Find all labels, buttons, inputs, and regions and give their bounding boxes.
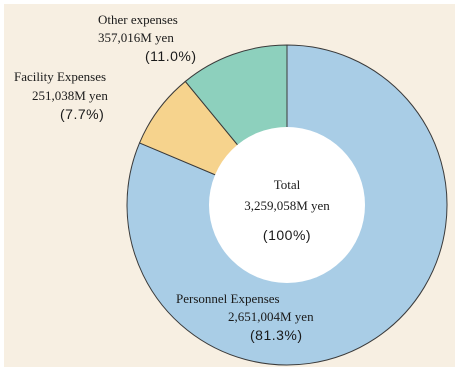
slice-value-facility: 251,038M yen — [32, 88, 108, 103]
slice-value-personnel: 2,651,004M yen — [228, 309, 314, 324]
center-total-block: Total 3,259,058M yen (100%) — [209, 176, 365, 244]
donut-hole — [209, 127, 365, 283]
slice-percent-facility: (7.7%) — [60, 106, 105, 122]
label-facility: Facility Expenses — [14, 68, 106, 85]
label-facility-value: 251,038M yen — [32, 87, 108, 104]
slice-label-facility: Facility Expenses — [14, 69, 107, 84]
label-other-value: 357,016M yen — [98, 29, 174, 46]
label-personnel-value: 2,651,004M yen — [228, 308, 314, 325]
label-facility-percent: (7.7%) — [60, 106, 104, 123]
slice-label-other: Other expenses — [98, 12, 178, 27]
label-personnel-percent: (81.3%) — [250, 327, 303, 344]
label-personnel: Personnel Expenses — [176, 290, 280, 307]
label-other-percent: (11.0%) — [145, 48, 196, 65]
label-other-expenses: Other expenses — [98, 11, 178, 28]
center-total-percent: (100%) — [262, 227, 312, 243]
slice-value-other: 357,016M yen — [98, 30, 174, 45]
center-total-label: Total — [273, 177, 301, 192]
slice-percent-personnel: (81.3%) — [250, 327, 303, 343]
center-total-value: 3,259,058M yen — [244, 198, 330, 213]
slice-percent-other: (11.0%) — [145, 48, 197, 64]
slice-label-personnel: Personnel Expenses — [176, 291, 280, 306]
